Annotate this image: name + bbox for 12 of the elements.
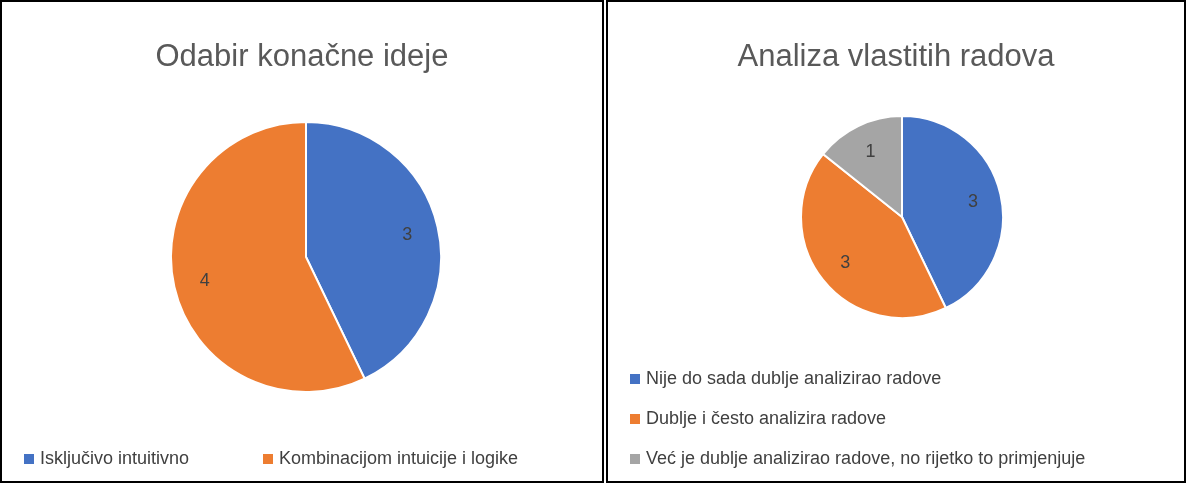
legend-label: Kombinacijom intuicije i logike [279, 448, 519, 468]
data-label: 4 [199, 270, 210, 291]
chart-title: Analiza vlastitih radova [737, 38, 1056, 73]
legend-label: Dublje i često analizira radove [646, 408, 887, 428]
data-label: 3 [840, 252, 851, 273]
data-label: 3 [402, 223, 413, 244]
legend-label: Isključivo intuitivno [40, 448, 190, 468]
data-label: 3 [967, 190, 978, 211]
legend-label: Nije do sada dublje analizirao radove [646, 368, 942, 388]
legend-label: Već je dublje analizirao radove, no rijetko to primjenjuje [646, 448, 1086, 468]
chart-title: Odabir konačne ideje [155, 38, 449, 73]
data-label: 1 [865, 141, 876, 162]
